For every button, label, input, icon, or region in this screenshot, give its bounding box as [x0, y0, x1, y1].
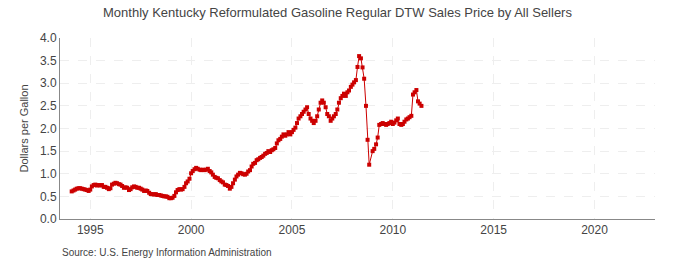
svg-text:0.0: 0.0 [40, 212, 57, 226]
svg-text:1995: 1995 [77, 223, 104, 237]
svg-text:2000: 2000 [178, 223, 205, 237]
svg-text:2.5: 2.5 [40, 99, 57, 113]
svg-text:2.0: 2.0 [40, 122, 57, 136]
svg-text:2005: 2005 [279, 223, 306, 237]
svg-text:3.0: 3.0 [40, 76, 57, 90]
svg-text:Monthly Kentucky Reformulated: Monthly Kentucky Reformulated Gasoline R… [103, 5, 572, 20]
svg-text:2020: 2020 [581, 223, 608, 237]
svg-text:3.5: 3.5 [40, 54, 57, 68]
svg-text:4.0: 4.0 [40, 31, 57, 45]
svg-text:2015: 2015 [480, 223, 507, 237]
svg-text:Dollars per Gallon: Dollars per Gallon [18, 84, 30, 172]
svg-text:2010: 2010 [379, 223, 406, 237]
svg-text:1.0: 1.0 [40, 167, 57, 181]
svg-text:Source: U.S. Energy Informatio: Source: U.S. Energy Information Administ… [62, 247, 272, 258]
svg-text:1.5: 1.5 [40, 144, 57, 158]
svg-text:0.5: 0.5 [40, 190, 57, 204]
